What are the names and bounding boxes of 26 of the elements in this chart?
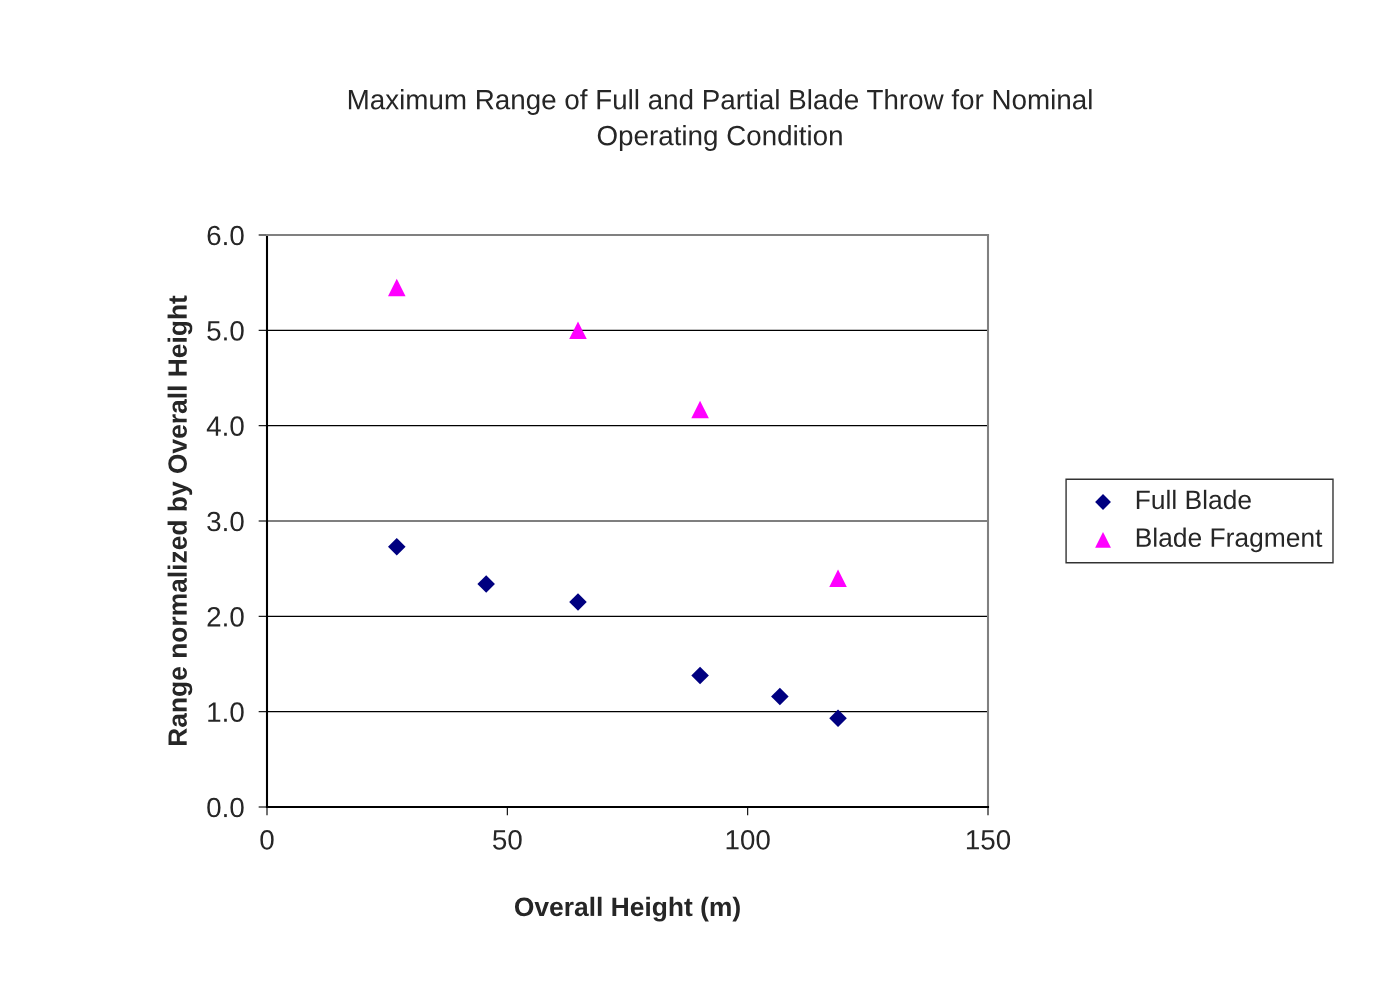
chart-title: Maximum Range of Full and Partial Blade Throw for Nominal Operating Condition: [348, 89, 1092, 151]
point: [691, 400, 709, 419]
point: [569, 593, 587, 611]
y-tick-label: 4.0: [206, 416, 244, 437]
y-tick-label: 3.0: [207, 511, 244, 532]
x-tick-label: 150: [966, 829, 1011, 850]
y-tick-label: 5.0: [207, 321, 244, 341]
point: [771, 687, 789, 706]
x-tick-label: 0: [260, 829, 274, 850]
point: [477, 575, 495, 593]
point: [829, 569, 847, 587]
y-tick-label: 6.0: [207, 225, 244, 246]
x-tick-label: 100: [726, 829, 770, 850]
legend-label: Full Blade: [1136, 489, 1251, 510]
point: [691, 666, 709, 685]
y-tick-label: 0.0: [207, 797, 244, 818]
x-axis-title: Overall Height (m): [514, 896, 740, 922]
y-tick-label: 1.0: [208, 702, 244, 723]
legend-label: Blade Fragment: [1136, 527, 1323, 553]
x-tick-label: 50: [493, 829, 522, 850]
point: [829, 709, 847, 728]
y-axis-title: Range normalized by Overall Height: [167, 295, 193, 746]
y-tick-label: 2.0: [207, 607, 244, 627]
point: [388, 278, 406, 297]
point: [388, 537, 406, 556]
point: [569, 321, 587, 340]
